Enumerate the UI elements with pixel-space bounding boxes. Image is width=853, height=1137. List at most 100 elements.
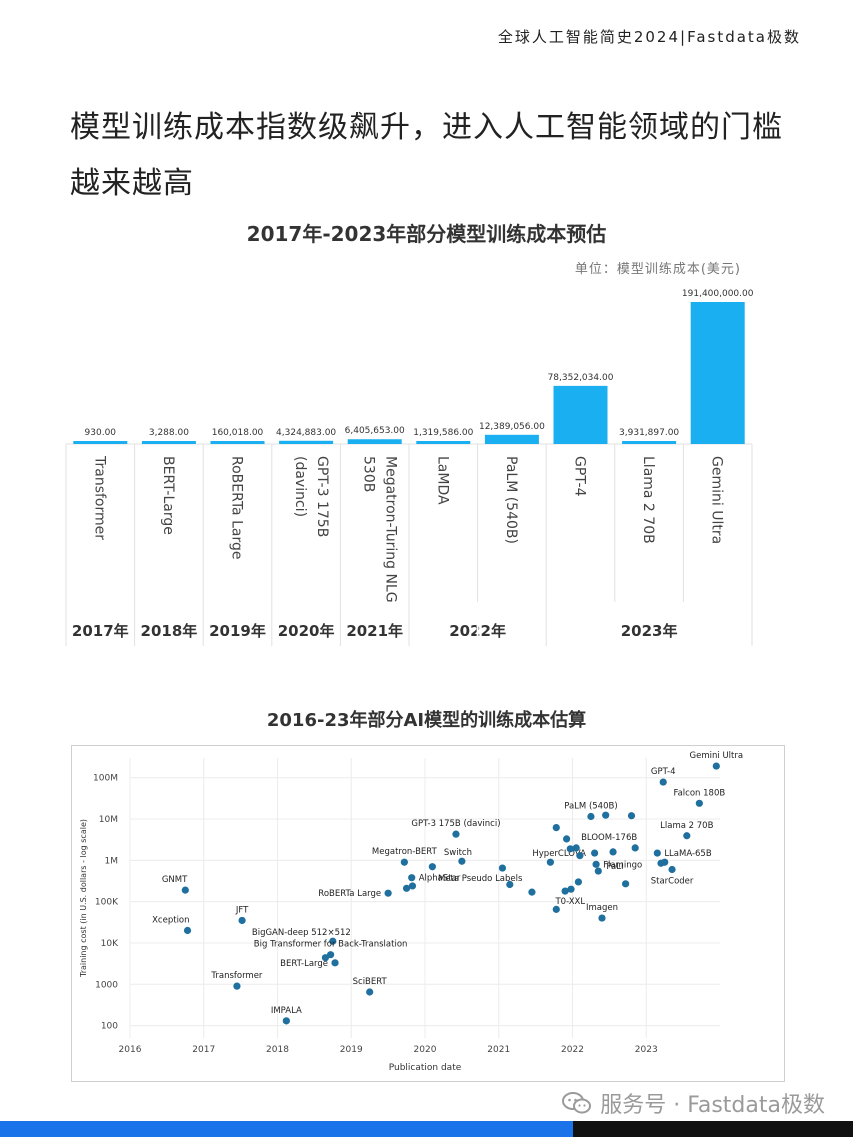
category-label: Gemini Ultra [709, 456, 725, 544]
data-point [572, 844, 580, 852]
data-point [598, 914, 606, 922]
data-point [574, 878, 582, 886]
year-group-label: 2020年 [278, 622, 335, 640]
footer-watermark: 服务号 · Fastdata极数 [562, 1087, 825, 1119]
point-label: Gemini Ultra [690, 751, 744, 761]
point-label: IMPALA [271, 1006, 302, 1016]
bar [484, 434, 539, 444]
point-label: SciBERT [353, 977, 388, 987]
x-tick-label: 2018 [266, 1045, 289, 1055]
category-label: PaLM (540B) [503, 456, 519, 544]
bar-value-label: 1,319,586.00 [413, 428, 473, 438]
category-label: Llama 2 70B [640, 456, 656, 544]
bar-value-label: 12,389,056.00 [479, 422, 545, 432]
x-tick-label: 2021 [487, 1045, 510, 1055]
point-label: T0-XXL [554, 897, 585, 907]
scatter-chart-title: 2016-23年部分AI模型的训练成本估算 [266, 710, 587, 731]
point-label: Transformer [210, 971, 263, 981]
data-point [233, 982, 241, 990]
point-label: Switch [444, 848, 472, 858]
category-label: LaMDA [434, 456, 450, 505]
data-point [452, 830, 460, 838]
scatter-chart-frame: 2016 2017 2018 2019 2020 2021 2022 2023 100 1000 1… [71, 745, 785, 1082]
y-tick-label: 1M [105, 856, 119, 866]
y-tick-label: 10K [101, 939, 119, 949]
data-point [576, 852, 584, 860]
data-point [321, 954, 330, 962]
data-point [331, 959, 339, 967]
bar-chart-unit: 单位：模型训练成本(美元) [574, 262, 741, 277]
x-tick-label: 2022 [561, 1045, 584, 1055]
bar [141, 441, 196, 444]
point-label: Megatron-BERT [372, 847, 438, 857]
data-point [181, 886, 189, 894]
data-point [458, 857, 466, 865]
header-brand: 全球人工智能简史2024|Fastdata极数 [497, 28, 801, 46]
data-point [592, 860, 600, 868]
year-group-label: 2021年 [346, 622, 403, 640]
bar [690, 302, 745, 444]
data-point [627, 812, 636, 820]
point-label: HyperCLOVA [532, 849, 586, 859]
x-axis-label: Publication date [389, 1063, 462, 1073]
category-label: GPT-3 175B(davinci) [292, 456, 330, 537]
year-group-label: 2017年 [72, 622, 129, 640]
y-tick-label: 1000 [95, 980, 118, 990]
point-label: GPT-4 [651, 767, 676, 777]
data-point [609, 848, 617, 856]
point-label: RoBERTa Large [318, 889, 381, 899]
data-point [238, 916, 246, 925]
point-label: BERT-Large [280, 959, 328, 969]
bar [210, 441, 265, 444]
data-point [591, 849, 599, 857]
data-point [384, 889, 392, 897]
page-title: 模型训练成本指数级飙升，进入人工智能领域的门槛越来越高 [70, 110, 783, 201]
point-label: GPT-3 175B (davinci) [411, 819, 500, 829]
wechat-icon [562, 1092, 592, 1114]
bar-value-label: 160,018.00 [212, 428, 264, 438]
point-label: Big Transformer for Back-Translation [254, 940, 408, 950]
y-axis-label: Training cost (in U.S. dollars - log sca… [79, 819, 88, 978]
data-point [282, 1017, 290, 1025]
scatter-chart: 2016 2017 2018 2019 2020 2021 2022 2023 100 1000 1… [79, 751, 744, 1073]
data-point [587, 812, 595, 821]
point-label: StarCoder [651, 876, 694, 886]
point-label: Meta Pseudo Labels [438, 874, 523, 884]
data-point [653, 849, 661, 857]
bar [416, 441, 471, 444]
data-point [712, 762, 720, 770]
data-point [329, 937, 337, 945]
bar-value-label: 6,405,653.00 [345, 426, 405, 436]
data-point [563, 835, 571, 843]
bar [279, 440, 334, 444]
bottom-accent-bar [0, 1121, 853, 1137]
data-point [661, 858, 669, 866]
x-tick-label: 2020 [414, 1045, 437, 1055]
y-tick-label: 100K [95, 898, 119, 908]
bar-value-label: 4,324,883.00 [276, 428, 336, 438]
data-point [566, 845, 574, 853]
x-tick-label: 2019 [340, 1045, 363, 1055]
data-point [528, 888, 536, 896]
data-point [668, 865, 676, 874]
data-point [561, 887, 569, 895]
bar-value-label: 78,352,034.00 [548, 373, 614, 383]
category-label: Transformer [91, 455, 107, 540]
point-label: Llama 2 70B [660, 821, 713, 831]
point-label: LLaMA-65B [664, 849, 712, 859]
data-point [683, 832, 691, 840]
data-point [402, 884, 411, 892]
bar [347, 439, 402, 444]
data-point [567, 885, 575, 893]
point-label: Flamingo [603, 860, 642, 870]
point-label: PaLM (540B) [564, 802, 617, 812]
category-label: GPT-4 [572, 456, 588, 497]
data-point [695, 799, 703, 807]
x-tick-label: 2016 [119, 1045, 142, 1055]
point-label: AlphaStar [419, 874, 461, 884]
data-point [506, 880, 514, 889]
data-point [366, 988, 374, 996]
y-tick-label: 100M [93, 774, 118, 784]
bar-value-label: 191,400,000.00 [682, 289, 754, 299]
y-tick-label: 10M [99, 815, 118, 825]
